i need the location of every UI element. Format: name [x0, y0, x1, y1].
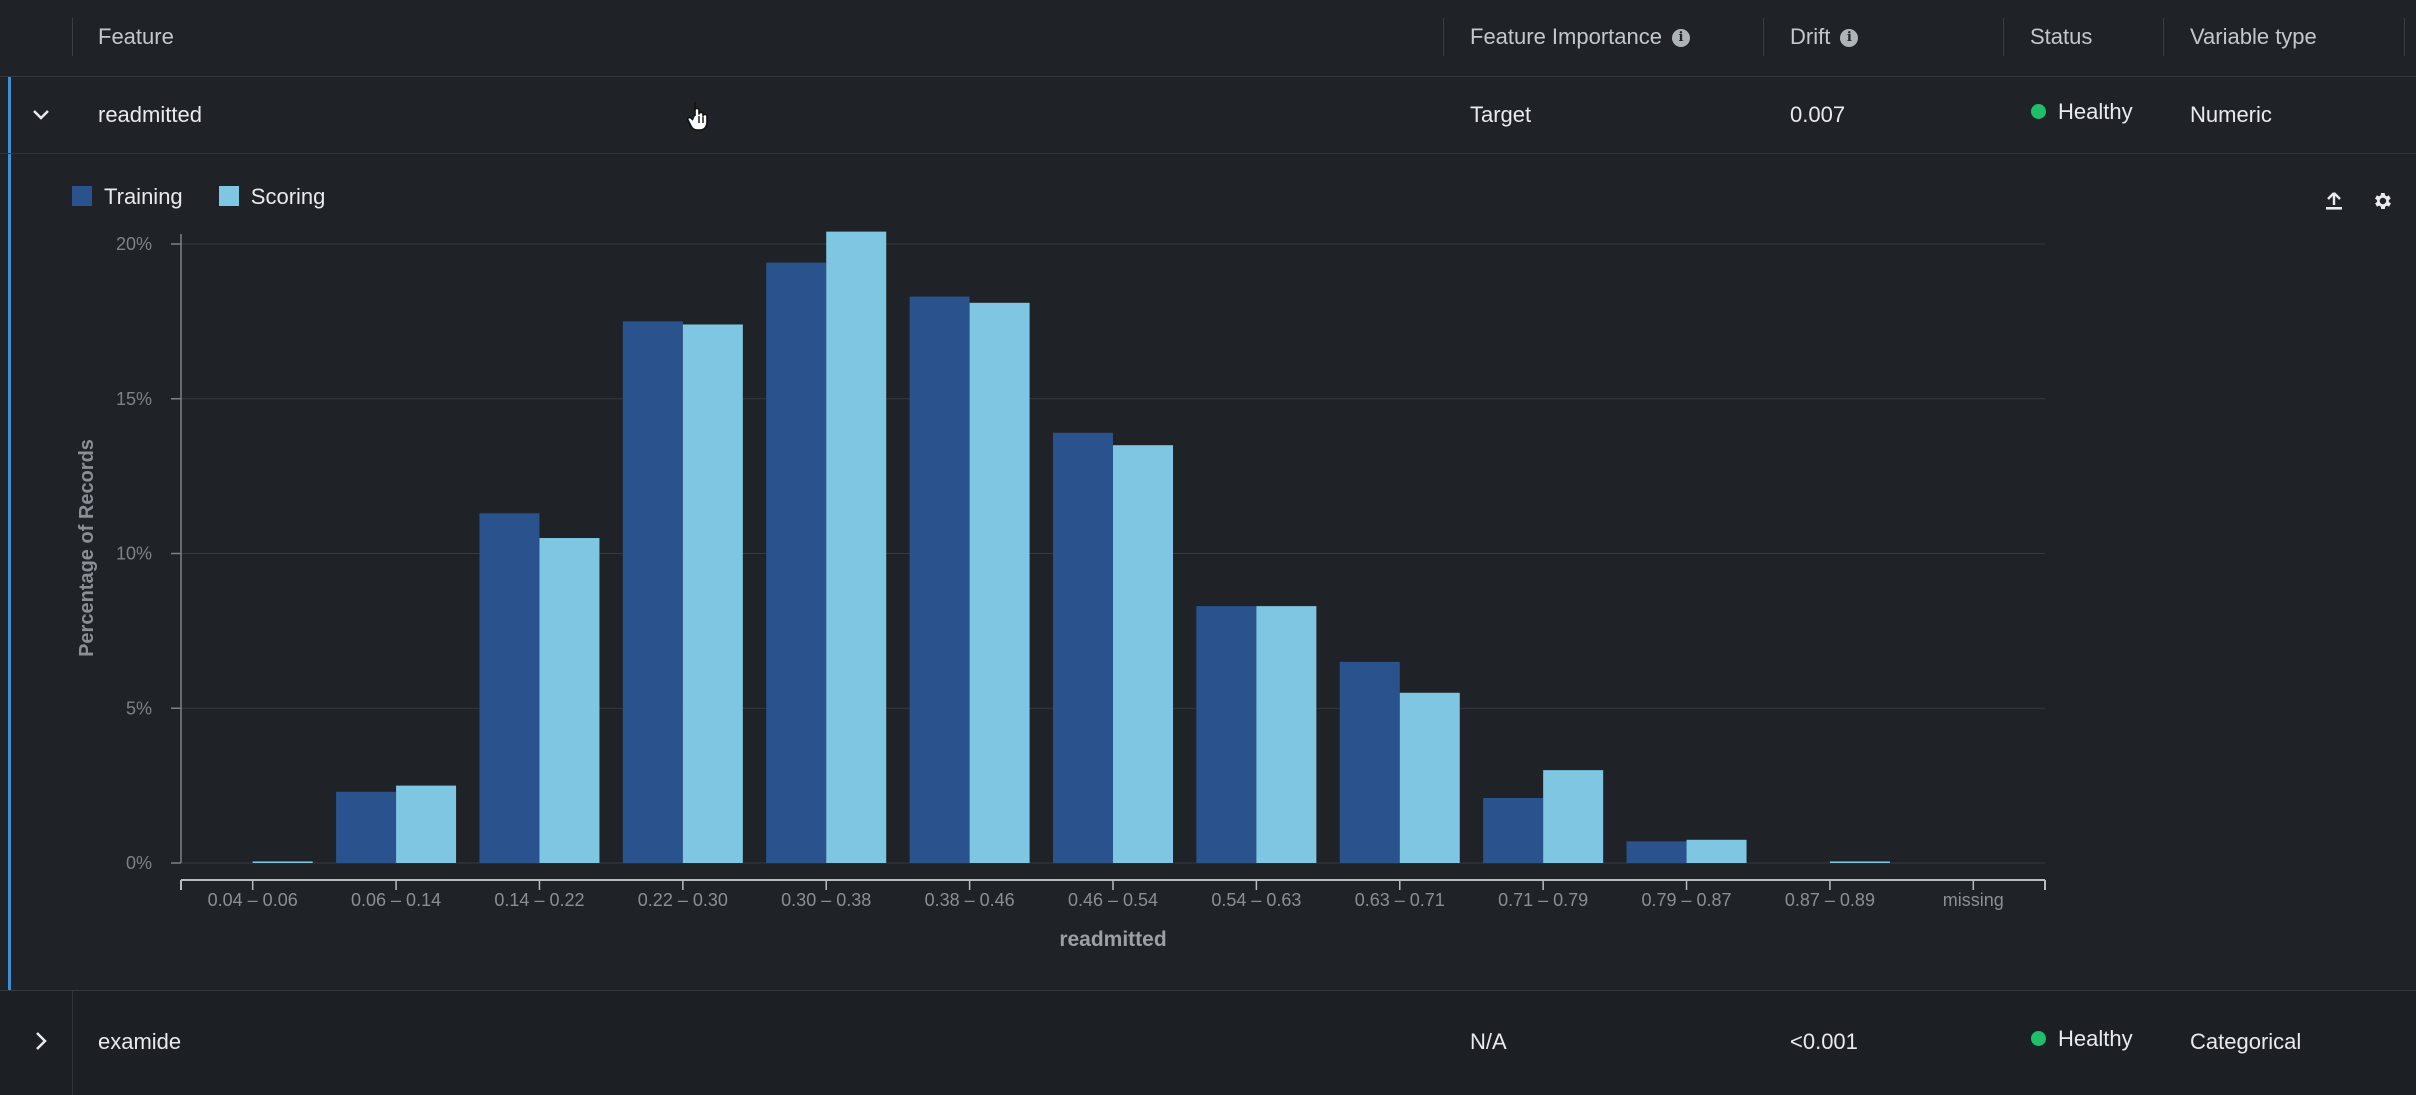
x-tick-label: 0.14 – 0.22 — [494, 890, 584, 910]
column-header-variable-type[interactable]: Variable type — [2190, 24, 2317, 49]
status-badge: Healthy — [2031, 1026, 2133, 1052]
y-tick-label: 5% — [126, 698, 152, 718]
x-tick-label: 0.54 – 0.63 — [1211, 890, 1301, 910]
bar-training — [336, 791, 397, 863]
gear-icon[interactable] — [2371, 190, 2393, 212]
row-variable-type: Categorical — [2190, 1029, 2302, 1054]
bar-scoring — [1399, 692, 1460, 863]
bar-scoring — [252, 861, 313, 863]
column-header-drift[interactable]: Drift i — [1790, 0, 1859, 76]
column-separator — [72, 991, 73, 1095]
bar-scoring — [1829, 861, 1890, 863]
x-tick-label: 0.63 – 0.71 — [1355, 890, 1445, 910]
y-tick-label: 10% — [116, 544, 152, 564]
legend-item-scoring[interactable]: Scoring — [218, 184, 326, 210]
legend-swatch-scoring — [218, 186, 239, 207]
y-tick-label: 15% — [116, 389, 152, 409]
bar-training — [909, 296, 970, 863]
expanded-row-accent — [8, 77, 11, 990]
x-tick-label: 0.04 – 0.06 — [208, 890, 298, 910]
column-separator — [1763, 18, 1764, 56]
status-dot-icon — [2031, 1030, 2046, 1046]
bar-scoring — [826, 231, 887, 863]
column-separator — [2163, 18, 2164, 56]
histogram-chart: 0% 5% 10% 15% 20% 0.04 – 0.06 0.06 – 0.14 0.14 … — [76, 231, 2046, 951]
row-feature: readmitted — [98, 102, 202, 127]
bar-training — [1483, 798, 1544, 863]
table-header: Feature Feature Importance i Drift i Statu… — [0, 0, 2416, 77]
chevron-down-icon[interactable] — [31, 105, 51, 125]
bar-training — [1196, 606, 1257, 863]
export-icon[interactable] — [2323, 190, 2345, 212]
x-tick-label: 0.22 – 0.30 — [638, 890, 728, 910]
y-axis-label: Percentage of Records — [76, 439, 98, 657]
info-icon[interactable]: i — [1840, 29, 1859, 48]
table-row[interactable]: readmitted Target 0.007 Healthy Numeric — [0, 77, 2416, 154]
row-drift: <0.001 — [1790, 1029, 1858, 1054]
column-separator — [2003, 18, 2004, 56]
status-dot-icon — [2031, 103, 2046, 119]
x-tick-label: 0.06 – 0.14 — [351, 890, 441, 910]
row-importance: N/A — [1470, 1029, 1507, 1054]
bar-training — [1339, 661, 1400, 863]
y-tick-label: 20% — [116, 234, 152, 254]
bar-training — [1626, 841, 1687, 863]
info-icon[interactable]: i — [1671, 29, 1690, 48]
x-tick-label: 0.46 – 0.54 — [1068, 890, 1158, 910]
row-importance: Target — [1470, 102, 1532, 127]
x-tick-label: 0.87 – 0.89 — [1785, 890, 1875, 910]
row-variable-type: Numeric — [2190, 102, 2272, 127]
column-separator — [1443, 18, 1444, 56]
row-drift: 0.007 — [1790, 102, 1846, 127]
y-tick-label: 0% — [126, 853, 152, 873]
chart-legend: Training Scoring — [72, 184, 355, 210]
bar-training — [479, 513, 540, 863]
chevron-right-icon[interactable] — [31, 1030, 51, 1052]
hand-cursor-icon — [686, 102, 708, 131]
x-tick-label: 0.30 – 0.38 — [781, 890, 871, 910]
column-header-status[interactable]: Status — [2030, 24, 2093, 49]
bar-scoring — [1113, 445, 1173, 863]
bar-scoring — [1543, 770, 1604, 863]
column-header-importance[interactable]: Feature Importance i — [1470, 0, 1690, 76]
bar-training — [766, 262, 827, 863]
bar-scoring — [1686, 839, 1747, 863]
status-badge: Healthy — [2031, 99, 2133, 125]
column-header-feature[interactable]: Feature — [98, 24, 174, 49]
bar-scoring — [682, 324, 743, 864]
bar-scoring — [969, 302, 1030, 863]
column-header-drift-label: Drift — [1790, 24, 1831, 49]
row-feature: examide — [98, 1029, 182, 1054]
x-axis-label: readmitted — [1059, 928, 1166, 951]
bar-scoring — [539, 538, 600, 863]
status-label: Healthy — [2058, 1026, 2133, 1051]
column-separator — [72, 18, 73, 56]
column-separator — [2404, 18, 2405, 56]
table-row[interactable]: examide N/A <0.001 Healthy Categorical — [0, 990, 2416, 1095]
status-label: Healthy — [2058, 99, 2133, 124]
x-tick-label: 0.79 – 0.87 — [1641, 890, 1731, 910]
bar-scoring — [396, 785, 457, 863]
bar-training — [622, 321, 683, 863]
x-tick-label: missing — [1943, 890, 2004, 910]
legend-label-scoring: Scoring — [250, 184, 326, 209]
bar-training — [1053, 432, 1113, 863]
bar-scoring — [1256, 606, 1317, 863]
legend-label-training: Training — [104, 184, 183, 209]
legend-swatch-training — [72, 186, 92, 207]
legend-item-training[interactable]: Training — [72, 184, 183, 210]
column-header-importance-label: Feature Importance — [1470, 24, 1662, 49]
x-tick-label: 0.71 – 0.79 — [1498, 890, 1588, 910]
x-tick-label: 0.38 – 0.46 — [925, 890, 1015, 910]
